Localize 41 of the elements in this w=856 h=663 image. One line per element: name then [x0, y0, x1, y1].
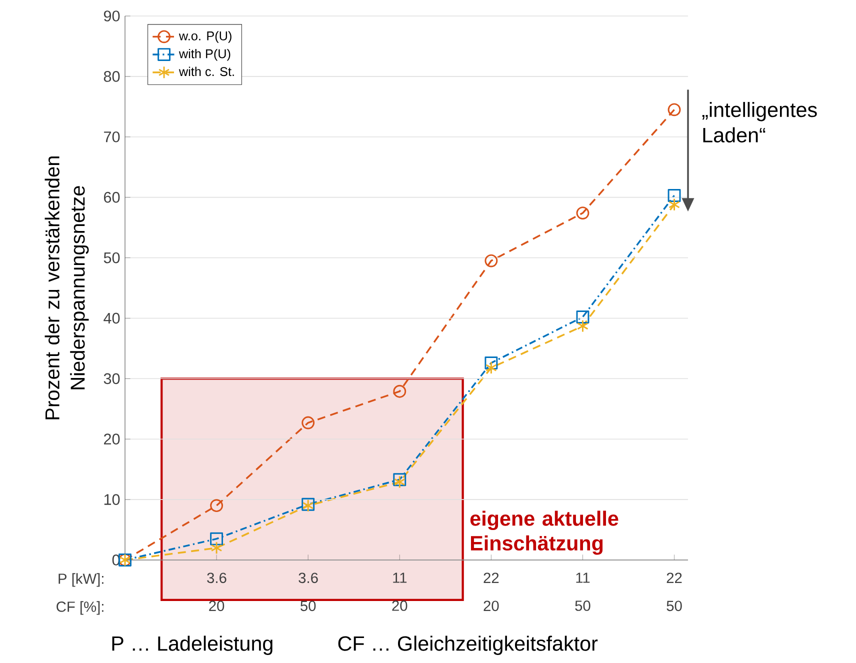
point	[668, 189, 681, 202]
point	[484, 254, 498, 268]
category-label: 3.6 50	[298, 572, 318, 612]
text: P [kW]:	[58, 573, 104, 587]
y-tick-label: 30	[104, 373, 120, 384]
category-label: 22 20	[484, 572, 499, 612]
y-tick-label: 90	[104, 10, 120, 22]
legend-label: with c. St.	[178, 66, 234, 76]
point	[576, 310, 590, 324]
y-tick-label: 40	[104, 312, 120, 324]
point	[576, 206, 590, 220]
point	[668, 198, 680, 212]
legend-label: with P(U)	[178, 48, 230, 61]
category-label: 11 50	[575, 572, 590, 611]
text: CF [%]:	[56, 601, 104, 615]
y-tick-label: 60	[104, 192, 120, 203]
y-axis-title: Prozent der zu verstärkenden Niederspannungsnetze	[44, 156, 89, 420]
point	[210, 541, 222, 554]
legend-label: w.o. P(U)	[178, 31, 232, 43]
annotation: eigene aktuelle Einschätzung	[470, 510, 618, 555]
point	[393, 384, 406, 398]
y-tick-label: 20	[104, 434, 120, 445]
y-tick-label: 80	[104, 71, 120, 82]
point	[210, 499, 224, 512]
text: P … Ladeleistung	[112, 636, 272, 655]
point	[484, 356, 498, 370]
y-tick-label: 10	[104, 494, 120, 505]
point	[485, 361, 497, 374]
y-tick-label: 50	[104, 252, 120, 264]
point	[210, 532, 224, 546]
point	[393, 473, 406, 486]
category-label: 11 20	[392, 572, 408, 611]
point	[668, 103, 681, 116]
category-label: 3.6 20	[207, 572, 226, 612]
y-tick-label: 70	[104, 131, 120, 142]
point	[394, 476, 406, 488]
point	[302, 416, 315, 430]
point	[577, 320, 588, 333]
category-label: 22 50	[666, 572, 682, 612]
text: CF … Gleichzeitigkeitsfaktor	[338, 636, 598, 655]
text: „intelligentes Laden“	[702, 102, 817, 142]
